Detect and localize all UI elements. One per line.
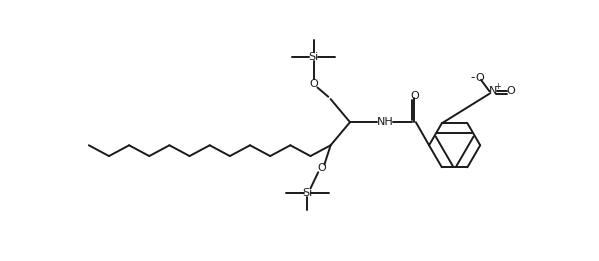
Text: O: O [309, 79, 318, 89]
Text: N: N [489, 86, 498, 96]
Text: NH: NH [377, 117, 394, 127]
Text: O: O [475, 73, 484, 82]
Text: O: O [410, 91, 419, 101]
Text: +: + [494, 82, 501, 91]
Text: O: O [507, 86, 516, 96]
Text: Si: Si [302, 188, 313, 198]
Text: Si: Si [308, 52, 319, 62]
Text: O: O [317, 163, 326, 173]
Text: -: - [470, 71, 475, 84]
